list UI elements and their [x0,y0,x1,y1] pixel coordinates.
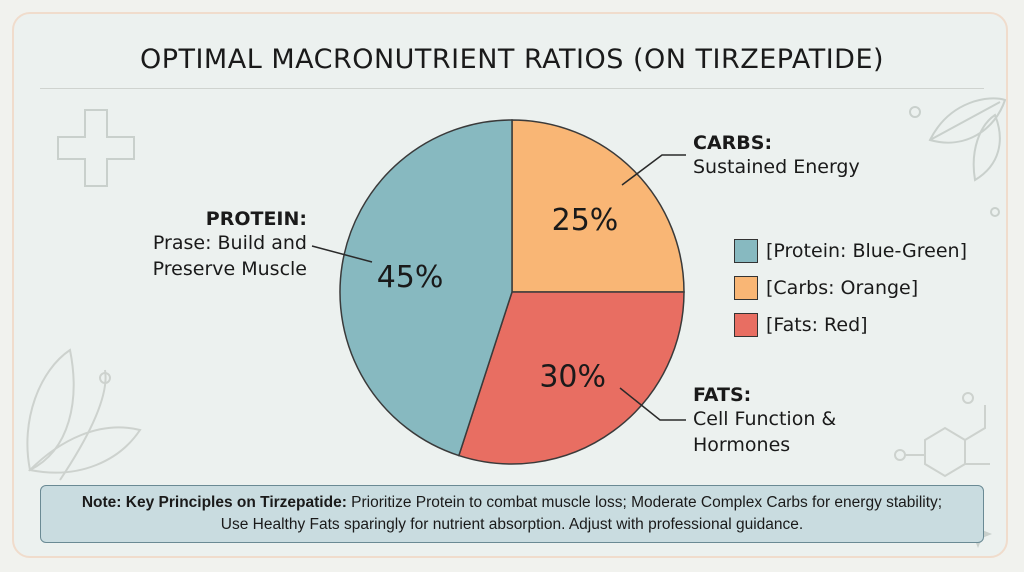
legend-swatch-fats [734,313,758,337]
legend-label-fats: [Fats: Red] [766,314,868,336]
pie-slice-carbs [511,119,685,293]
leader-line-fats [619,387,686,421]
note-line-2: Use Healthy Fats sparingly for nutrient … [220,516,804,533]
leader-line-protein [311,245,373,263]
carbs-annotation: CARBS: Sustained Energy [693,132,860,180]
pie-slice-protein [339,119,513,457]
plant-leaves-icon [26,348,142,481]
protein-annotation-text: PROTEIN: Prase: Build and Preserve Muscl… [140,208,307,282]
pie-value-label-fats: 30% [539,359,606,394]
protein-description-line2: Preserve Muscle [152,258,307,280]
fats-label: FATS: [693,384,752,406]
note-text-1: Prioritize Protein to combat muscle loss… [346,494,943,511]
medical-cross-icon [57,109,135,187]
chart-legend: [Protein: Blue-Green] [Carbs: Orange] [F… [734,236,967,347]
leaf-icon [909,97,1007,217]
legend-label-carbs: [Carbs: Orange] [766,277,919,299]
title-divider [40,88,984,89]
pie-slice-fats [457,291,685,465]
fats-description-line2: Hormones [693,434,791,456]
legend-item-protein: [Protein: Blue-Green] [734,236,967,266]
legend-label-protein: [Protein: Blue-Green] [766,240,968,262]
legend-item-carbs: [Carbs: Orange] [734,273,967,303]
molecule-icon [894,392,990,478]
legend-swatch-carbs [734,276,758,300]
carbs-description: Sustained Energy [693,156,860,178]
pie-value-label-protein: 45% [377,260,444,295]
page-title: OPTIMAL MACRONUTRIENT RATIOS (ON TIRZEPA… [139,44,885,75]
note-heading: Note: Key Principles on Tirzepatide: [81,494,347,511]
leader-line-carbs [621,154,686,186]
note-box: Note: Key Principles on Tirzepatide: Pri… [40,485,984,543]
protein-label: PROTEIN: [205,208,307,230]
legend-item-fats: [Fats: Red] [734,310,967,340]
fats-annotation: FATS: Cell Function & Hormones [693,384,836,458]
pie-value-label-carbs: 25% [552,203,619,238]
protein-description-line1: Prase: Build and [152,232,307,254]
fats-description-line1: Cell Function & [693,408,837,430]
legend-swatch-protein [734,239,758,263]
carbs-label: CARBS: [693,132,773,154]
note-line-1: Note: Key Principles on Tirzepatide: Pri… [41,492,983,514]
